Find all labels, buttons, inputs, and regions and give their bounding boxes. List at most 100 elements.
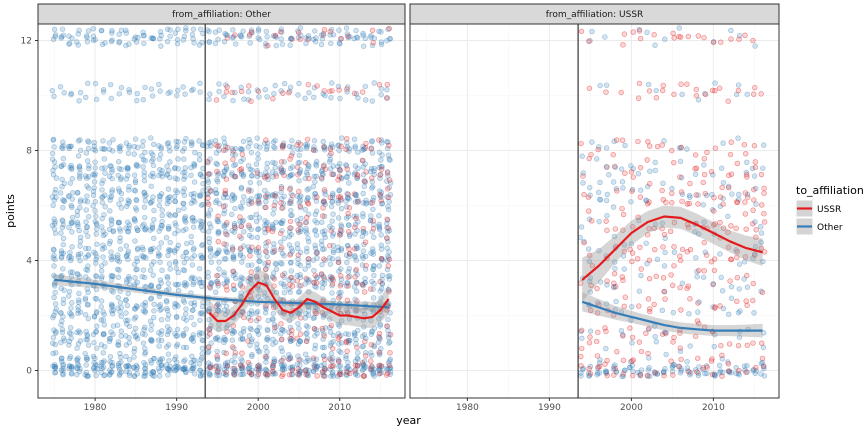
point-ussr [744, 272, 750, 279]
point-ussr [343, 369, 350, 375]
point-other [199, 39, 205, 46]
point-ussr [376, 137, 382, 143]
point-ussr [385, 263, 391, 269]
point-other [156, 284, 162, 290]
point-other [371, 263, 377, 269]
point-other [180, 332, 186, 339]
point-other [66, 338, 73, 345]
point-other [106, 146, 113, 153]
point-ussr [611, 270, 618, 277]
point-other [60, 361, 66, 367]
point-ussr [595, 329, 601, 336]
point-other [189, 140, 195, 146]
point-other [297, 272, 303, 278]
point-other [75, 341, 82, 347]
legend-label: USSR [817, 205, 841, 215]
point-ussr [620, 371, 626, 377]
point-other [744, 284, 751, 290]
point-other [377, 323, 383, 329]
point-other [51, 327, 57, 333]
point-other [126, 357, 133, 363]
point-ussr [386, 25, 392, 32]
point-other [106, 335, 113, 342]
point-other [94, 226, 100, 232]
point-other [77, 137, 83, 143]
point-other [59, 26, 66, 32]
point-other [578, 224, 585, 230]
point-ussr [239, 151, 246, 157]
point-other [230, 328, 237, 334]
point-other [180, 170, 186, 176]
point-other [172, 30, 179, 36]
point-other [148, 295, 155, 301]
point-other [319, 36, 326, 42]
point-other [156, 81, 162, 88]
point-other [141, 204, 148, 210]
point-other [239, 335, 246, 342]
point-other [718, 274, 724, 281]
point-other [191, 161, 197, 167]
point-other [232, 194, 238, 200]
point-other [132, 205, 139, 211]
point-other [158, 362, 165, 368]
point-other [205, 349, 211, 356]
point-other [125, 363, 131, 369]
point-other [85, 289, 91, 295]
point-other [378, 157, 384, 163]
point-other [151, 373, 157, 379]
point-other [281, 283, 288, 290]
point-other [60, 371, 66, 377]
point-other [91, 314, 98, 320]
point-ussr [297, 331, 304, 337]
point-other [206, 29, 212, 35]
point-other [131, 172, 138, 178]
point-other [238, 365, 244, 372]
point-ussr [620, 211, 627, 218]
point-other [141, 169, 148, 175]
point-other [190, 307, 196, 313]
point-other [311, 137, 318, 144]
point-other [171, 165, 178, 172]
point-other [77, 234, 84, 241]
point-ussr [758, 202, 765, 208]
point-other [224, 279, 230, 285]
point-ussr [719, 184, 725, 191]
point-other [330, 163, 336, 169]
point-other [249, 173, 255, 179]
point-other [51, 197, 57, 203]
point-ussr [214, 353, 220, 359]
point-other [51, 216, 57, 222]
point-other [297, 338, 303, 345]
point-other [174, 366, 180, 372]
point-other [53, 329, 59, 335]
point-other [148, 267, 154, 274]
point-other [52, 32, 59, 38]
point-ussr [281, 172, 287, 178]
point-ussr [337, 167, 343, 173]
point-other [173, 354, 179, 360]
point-ussr [207, 364, 213, 370]
point-other [106, 338, 113, 345]
point-other [180, 148, 186, 154]
point-other [327, 329, 334, 335]
point-other [759, 359, 766, 366]
point-ussr [653, 273, 659, 280]
point-other [376, 149, 383, 156]
point-ussr [344, 136, 350, 142]
point-other [223, 32, 229, 38]
point-other [109, 362, 115, 369]
point-other [279, 261, 285, 267]
point-other [165, 367, 172, 373]
point-other [131, 365, 137, 371]
point-other [172, 198, 178, 205]
point-other [578, 373, 584, 379]
point-other [118, 313, 124, 319]
point-other [167, 27, 173, 33]
point-ussr [312, 272, 318, 279]
point-other [174, 36, 181, 43]
point-other [190, 194, 197, 200]
point-other [246, 333, 253, 339]
point-other [264, 336, 270, 343]
point-ussr [336, 194, 342, 200]
point-other [224, 278, 230, 284]
